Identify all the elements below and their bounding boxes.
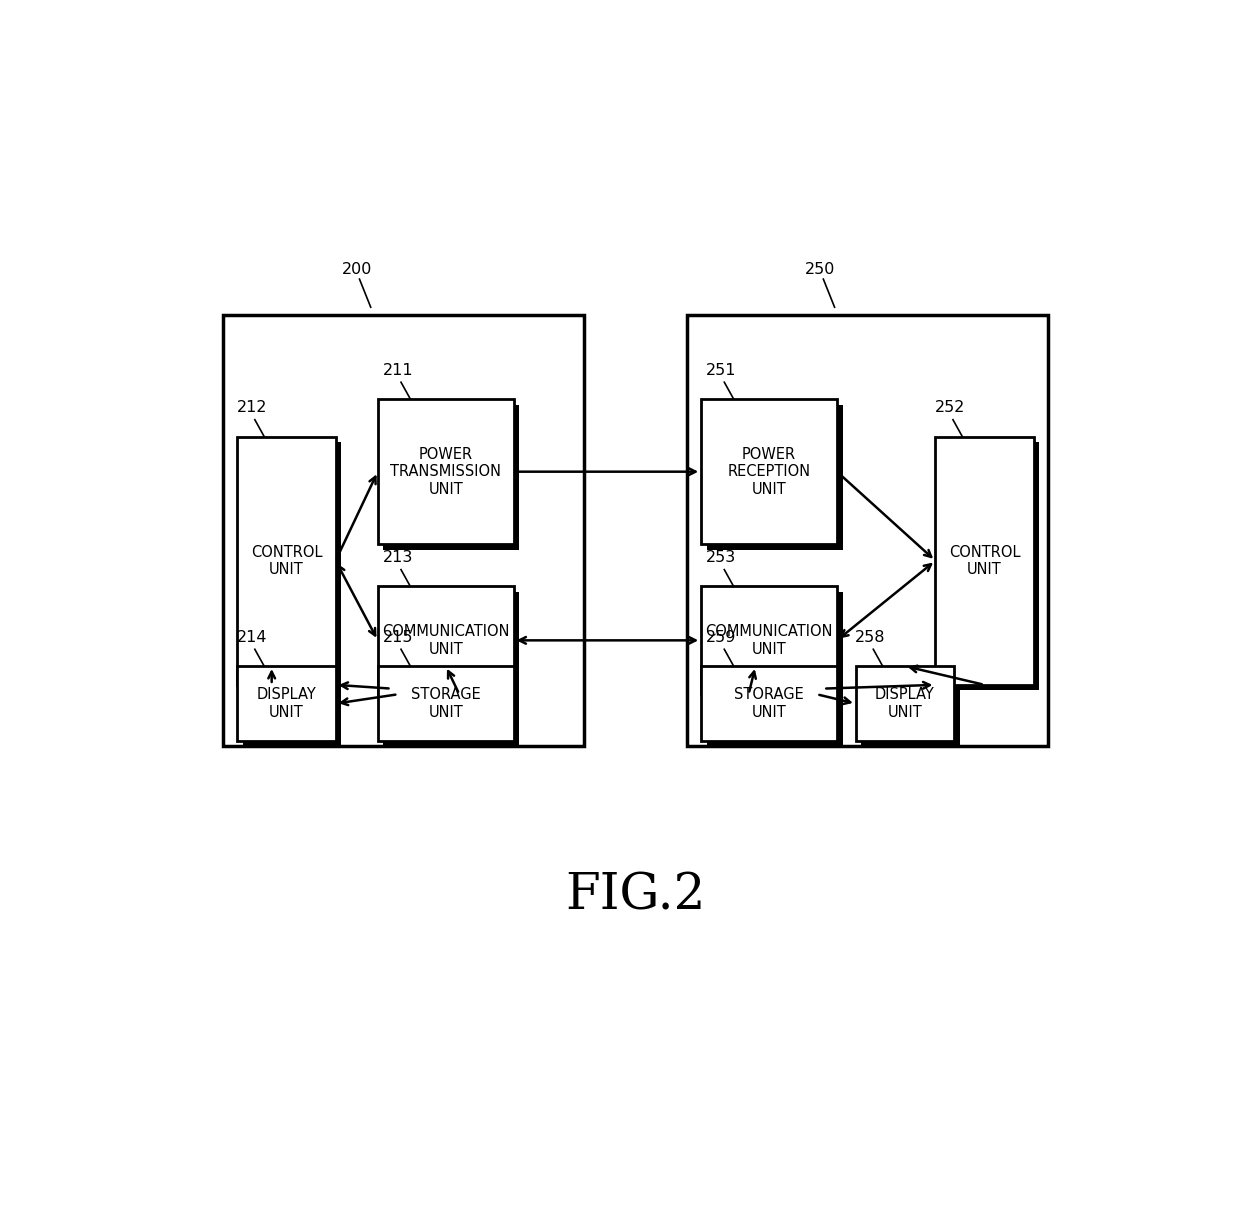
Text: FIG.2: FIG.2 (565, 871, 706, 920)
Bar (707, 672, 843, 747)
Text: STORAGE
UNIT: STORAGE UNIT (734, 688, 804, 719)
Text: COMMUNICATION
UNIT: COMMUNICATION UNIT (382, 624, 510, 656)
Bar (701, 587, 837, 694)
Text: 258: 258 (856, 629, 885, 645)
Text: 213: 213 (383, 550, 413, 565)
Text: 212: 212 (237, 400, 268, 415)
Bar (243, 442, 341, 690)
Bar (378, 666, 513, 741)
Bar (941, 442, 1039, 690)
Text: CONTROL
UNIT: CONTROL UNIT (250, 544, 322, 577)
Bar (378, 587, 513, 694)
Bar (383, 405, 520, 550)
Text: POWER
TRANSMISSION
UNIT: POWER TRANSMISSION UNIT (391, 447, 501, 497)
Text: 214: 214 (237, 629, 268, 645)
Bar (707, 405, 843, 550)
Text: CONTROL
UNIT: CONTROL UNIT (949, 544, 1021, 577)
Bar (223, 315, 584, 746)
Text: DISPLAY
UNIT: DISPLAY UNIT (875, 688, 935, 719)
Text: 200: 200 (341, 262, 372, 277)
Text: 259: 259 (707, 629, 737, 645)
Bar (237, 666, 336, 741)
Bar (243, 672, 341, 747)
Bar (701, 666, 837, 741)
Text: 253: 253 (707, 550, 737, 565)
Bar (378, 399, 513, 544)
Text: 215: 215 (383, 629, 413, 645)
Text: DISPLAY
UNIT: DISPLAY UNIT (257, 688, 316, 719)
Bar (237, 437, 336, 685)
Text: 252: 252 (935, 400, 965, 415)
Text: 251: 251 (707, 363, 737, 377)
Text: 211: 211 (383, 363, 413, 377)
Bar (701, 399, 837, 544)
Bar (707, 593, 843, 700)
Bar (935, 437, 1034, 685)
Text: 250: 250 (805, 262, 836, 277)
Bar (687, 315, 1048, 746)
Bar (383, 672, 520, 747)
Bar (856, 666, 954, 741)
Bar (383, 593, 520, 700)
Text: POWER
RECEPTION
UNIT: POWER RECEPTION UNIT (728, 447, 811, 497)
Text: COMMUNICATION
UNIT: COMMUNICATION UNIT (706, 624, 833, 656)
Bar (862, 672, 960, 747)
Text: STORAGE
UNIT: STORAGE UNIT (410, 688, 481, 719)
